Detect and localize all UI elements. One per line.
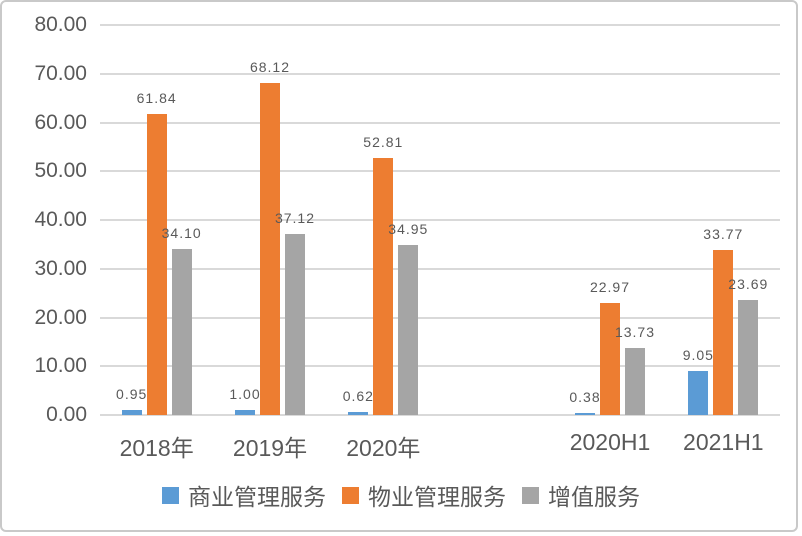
bar-value-label: 34.95 (388, 220, 429, 237)
y-axis-label: 60.00 (34, 110, 87, 134)
gridline (100, 414, 780, 416)
bar-value-label: 13.73 (614, 324, 656, 341)
gridline (100, 121, 780, 124)
bar (260, 82, 280, 415)
legend-item: 商业管理服务 (162, 478, 326, 512)
bar (738, 299, 759, 415)
bar (688, 370, 709, 415)
bar-value-label: 1.00 (229, 386, 261, 403)
bar-value-label: 23.69 (728, 275, 769, 292)
bar (713, 250, 734, 415)
x-axis-label: 2019年 (232, 435, 308, 461)
legend-item: 物业管理服务 (342, 478, 506, 512)
gridline (100, 267, 780, 270)
bar-value-label: 52.81 (363, 133, 404, 150)
legend-swatch (342, 486, 359, 504)
bar-value-label: 22.97 (589, 279, 631, 296)
y-axis-label: 70.00 (34, 61, 87, 85)
y-axis-label: 80.00 (34, 13, 87, 36)
gridline (100, 219, 780, 221)
plot-area: 0.95 61.84 34.10 1.00 68.12 37.12 0.62 52.81 34.… (100, 24, 780, 416)
x-axis-label: 2020H1 (569, 429, 651, 455)
y-axis-label: 20.00 (34, 305, 87, 329)
bar-value-label: 9.05 (682, 346, 714, 363)
bar (171, 248, 192, 415)
bar (398, 244, 419, 415)
y-axis-label: 40.00 (34, 208, 87, 231)
legend-label: 增值服务 (548, 484, 640, 510)
bar (285, 234, 305, 415)
bar (348, 411, 369, 415)
bar-value-label: 37.12 (274, 210, 316, 227)
x-axis-label: 2020年 (346, 435, 421, 461)
gridline (100, 24, 780, 26)
bar (146, 113, 167, 415)
gridline (100, 170, 780, 173)
y-axis-label: 10.00 (34, 354, 87, 378)
bar (373, 157, 394, 415)
x-axis-label: 2021H1 (683, 429, 764, 455)
bar (235, 410, 255, 415)
gridline (100, 72, 780, 75)
bar (575, 413, 595, 415)
bar-value-label: 0.62 (342, 387, 374, 404)
bar-value-label: 34.10 (161, 224, 202, 241)
legend-item: 增值服务 (522, 478, 640, 512)
legend-swatch (522, 486, 539, 504)
y-axis-label: 0.00 (46, 403, 87, 426)
bar (625, 348, 645, 415)
gridline (100, 316, 780, 319)
bar (600, 303, 620, 415)
bar-value-label: 61.84 (136, 89, 177, 106)
y-axis-label: 50.00 (34, 159, 87, 183)
bar-value-label: 33.77 (703, 226, 744, 243)
legend: 商业管理服务 物业管理服务 增值服务 (2, 478, 800, 512)
bar-value-label: 0.95 (116, 386, 148, 403)
x-axis-label: 2018年 (119, 435, 194, 461)
bar-value-label: 0.38 (569, 389, 601, 406)
legend-swatch (162, 486, 179, 504)
bar (121, 410, 142, 415)
bar-value-label: 68.12 (249, 58, 291, 75)
legend-label: 物业管理服务 (368, 484, 506, 510)
gridline (100, 365, 780, 368)
legend-label: 商业管理服务 (188, 484, 326, 510)
y-axis-label: 30.00 (34, 256, 87, 280)
